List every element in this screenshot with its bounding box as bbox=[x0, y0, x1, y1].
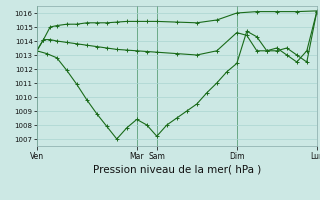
X-axis label: Pression niveau de la mer( hPa ): Pression niveau de la mer( hPa ) bbox=[93, 165, 261, 175]
